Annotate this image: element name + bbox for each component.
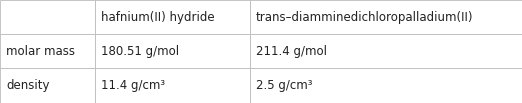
- Bar: [0, 34, 95, 68]
- Text: hafnium(II) hydride: hafnium(II) hydride: [101, 11, 215, 23]
- Text: 180.51 g/mol: 180.51 g/mol: [101, 44, 179, 57]
- Text: density: density: [6, 79, 50, 92]
- Bar: [95, 68, 250, 103]
- Bar: [0, 68, 95, 103]
- Bar: [95, 0, 250, 34]
- Bar: [0, 0, 95, 34]
- Text: 2.5 g/cm³: 2.5 g/cm³: [256, 79, 313, 92]
- Text: molar mass: molar mass: [6, 44, 75, 57]
- Text: trans–diamminedichloropalladium(II): trans–diamminedichloropalladium(II): [256, 11, 473, 23]
- Bar: [250, 0, 522, 34]
- Text: 211.4 g/mol: 211.4 g/mol: [256, 44, 327, 57]
- Bar: [95, 34, 250, 68]
- Bar: [250, 68, 522, 103]
- Text: 11.4 g/cm³: 11.4 g/cm³: [101, 79, 165, 92]
- Bar: [250, 34, 522, 68]
